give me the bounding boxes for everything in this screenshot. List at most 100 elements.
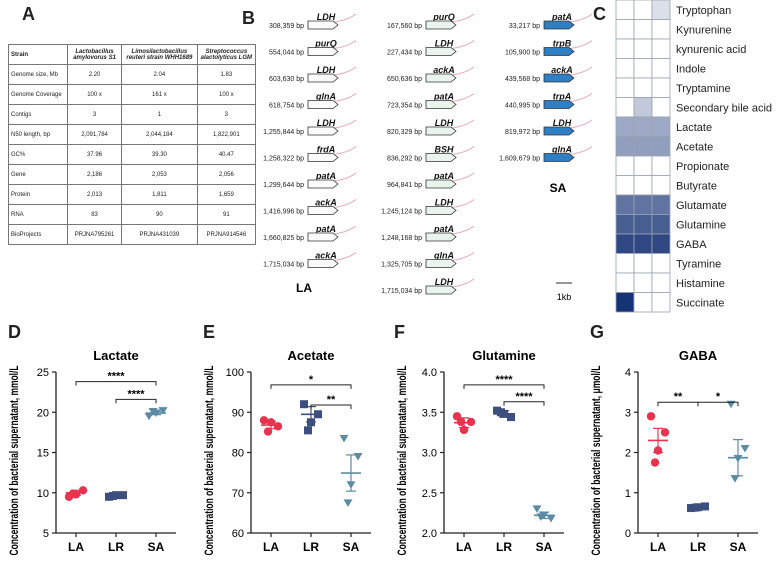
table-cell: 1 xyxy=(121,104,198,125)
gene-context-line xyxy=(333,40,357,49)
x-tick-label: LA xyxy=(68,540,84,554)
gene-position-label: 1,255,844 bp xyxy=(263,129,304,136)
data-point xyxy=(339,434,349,443)
x-tick-label: LA xyxy=(650,540,666,554)
heatmap-cell xyxy=(633,253,653,274)
gene-position-label: 227,434 bp xyxy=(387,50,422,57)
table-cell: PRJNA431039 xyxy=(121,224,198,245)
heatmap-cell xyxy=(633,175,653,196)
gene-position-label: 167,560 bp xyxy=(387,23,422,30)
table-row: Genome Coverage 100 x 161 x 100 x xyxy=(8,84,257,105)
table-row-label: Gene xyxy=(8,164,68,185)
gene-name-label: glnA xyxy=(315,92,336,102)
gene-context-line xyxy=(569,119,593,129)
significance-label: * xyxy=(309,374,314,386)
heatmap-cell xyxy=(651,77,671,98)
gene-arrow xyxy=(307,259,339,268)
gene-position-label: 33,217 bp xyxy=(509,23,540,30)
y-tick-label: 4.0 xyxy=(422,367,437,379)
panel-label-a: A xyxy=(22,4,35,24)
table-row: GC% 37.96 39.30 40.47 xyxy=(8,144,257,165)
heatmap-cell xyxy=(651,136,671,157)
gene-arrow xyxy=(543,73,575,83)
heatmap-row-label: Histamine xyxy=(676,278,725,290)
gene-name-label: purQ xyxy=(432,12,455,22)
table-cell: 2,044,184 xyxy=(121,124,198,145)
significance-label: **** xyxy=(127,388,145,400)
heatmap-cell xyxy=(651,253,671,274)
table-cell: 2,091,784 xyxy=(66,124,123,145)
panel-label-e: E xyxy=(203,322,216,342)
table-row: Protein 2,013 1,811 1,659 xyxy=(8,184,257,205)
gene-name-label: patA xyxy=(551,12,572,22)
gene-name-label: LDH xyxy=(317,65,336,75)
y-tick-label: 0 xyxy=(625,528,631,540)
group-label-la: LA xyxy=(296,281,312,295)
panel-label-g: G xyxy=(590,322,605,342)
gene-context-line xyxy=(451,119,475,129)
gene-name-label: patA xyxy=(433,224,454,234)
gene-name-label: BSH xyxy=(434,145,454,155)
gene-map: 308,359 bp LDH 554,044 bp purQ 603,630 bp LDH… xyxy=(263,12,593,300)
gene-arrow xyxy=(543,100,575,109)
data-point xyxy=(660,428,670,437)
y-tick-label: 80 xyxy=(232,448,244,460)
gene-context-line xyxy=(451,146,475,155)
gene-arrow xyxy=(307,73,339,83)
gene-name-label: patA xyxy=(315,171,336,181)
heatmap-cell xyxy=(615,253,635,274)
acetate-plot: Acetate Concentration of bacterial supern… xyxy=(202,348,371,556)
significance-bracket xyxy=(503,401,545,406)
heatmap-row-label: Succinate xyxy=(676,297,724,309)
table-row-label: Contigs xyxy=(8,104,68,125)
gene-name-label: LDH xyxy=(553,118,572,128)
significance-bracket xyxy=(75,381,157,386)
data-point xyxy=(353,453,363,461)
gene-position-label: 819,972 bp xyxy=(505,129,540,136)
heatmap-cell xyxy=(615,0,635,20)
significance-bracket xyxy=(310,404,352,410)
gene-arrow xyxy=(425,259,457,268)
gene-context-line xyxy=(333,13,357,23)
heatmap-row-label: Propionate xyxy=(676,161,729,173)
x-tick-label: LR xyxy=(303,540,319,554)
heatmap-row-label: Glutamate xyxy=(676,200,727,212)
gene-context-line xyxy=(451,66,475,76)
chart-title: Glutamine xyxy=(472,348,536,363)
heatmap-row-label: Butyrate xyxy=(676,180,717,192)
table-cell: 2.20 xyxy=(66,64,123,85)
gene-position-label: 1,416,996 bp xyxy=(263,209,304,216)
gene-name-label: ackA xyxy=(433,65,455,75)
gene-arrow xyxy=(425,153,457,162)
heatmap-row-label: Lactate xyxy=(676,122,712,134)
gene-arrow xyxy=(425,232,457,242)
glutamine-plot: Glutamine Concentration of bacterial supe… xyxy=(395,348,564,556)
heatmap-cell xyxy=(633,97,653,118)
y-tick-label: 90 xyxy=(232,407,244,419)
heatmap-cell xyxy=(651,292,671,313)
gene-name-label: LDH xyxy=(435,198,454,208)
x-tick-label: LA xyxy=(263,540,279,554)
table-row-label: N50 length, bp xyxy=(8,124,68,145)
table-row-label: BioProjects xyxy=(8,224,68,245)
panel-label-d: D xyxy=(8,322,21,342)
heatmap-cell xyxy=(651,19,671,40)
table-row-label: RNA xyxy=(8,204,68,225)
data-point xyxy=(532,505,542,513)
table-cell: 90 xyxy=(121,204,198,225)
genome-stats-table: Strain Lactobacillus amylovorus S1 Limos… xyxy=(8,44,257,245)
gene-position-label: 618,754 bp xyxy=(269,103,304,110)
table-cell: 100 x xyxy=(66,84,123,105)
data-point xyxy=(263,427,273,436)
heatmap-row-label: kynurenic acid xyxy=(676,44,746,56)
significance-bracket xyxy=(463,384,545,389)
gene-context-line xyxy=(333,146,357,155)
y-tick-label: 3.0 xyxy=(422,448,437,460)
heatmap-row-label: Indole xyxy=(676,63,706,75)
y-tick-label: 10 xyxy=(37,488,49,500)
heatmap-cell xyxy=(651,155,671,176)
gene-position-label: 439,568 bp xyxy=(505,76,540,83)
gene-position-label: 1,325,705 bp xyxy=(381,262,422,269)
table-row: Gene 2,186 2,053 2,056 xyxy=(8,164,257,185)
data-point xyxy=(158,407,168,415)
